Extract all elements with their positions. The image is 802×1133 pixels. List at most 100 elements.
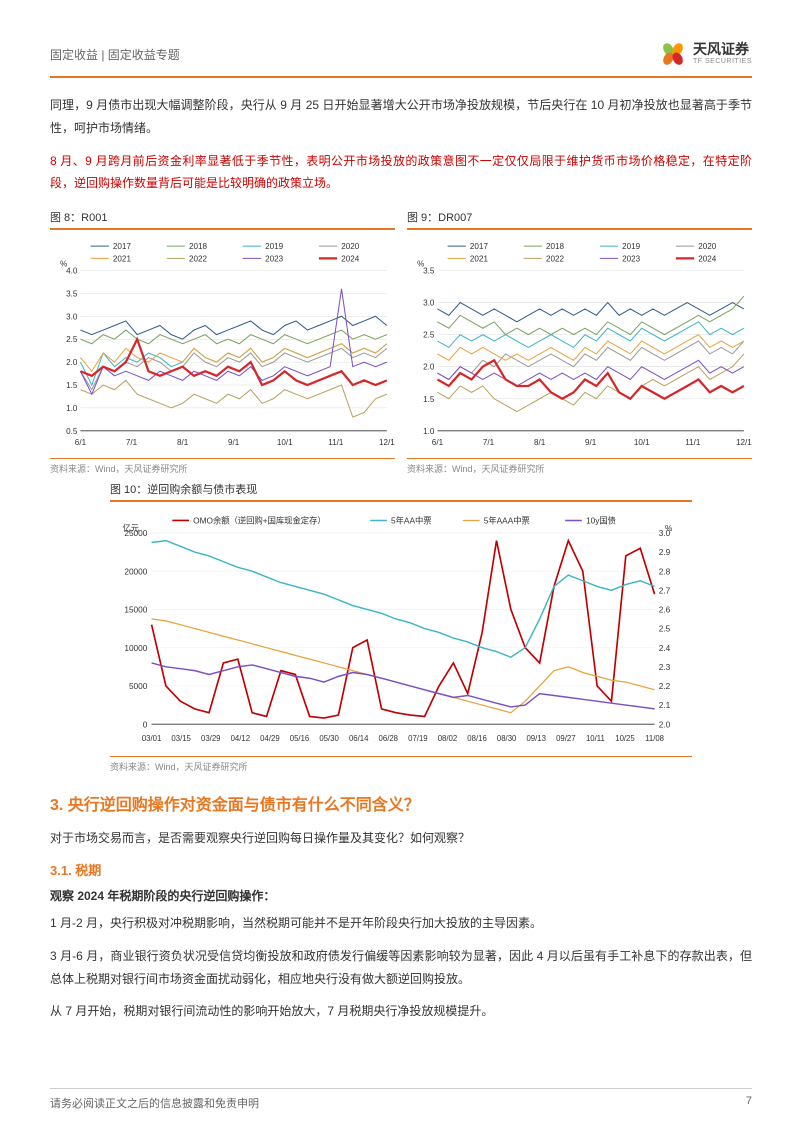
- svg-text:2.7: 2.7: [659, 586, 671, 596]
- svg-text:2.3: 2.3: [659, 662, 671, 672]
- svg-text:2021: 2021: [470, 255, 489, 264]
- svg-text:03/15: 03/15: [171, 734, 190, 743]
- svg-text:10/11: 10/11: [586, 734, 605, 743]
- svg-text:2018: 2018: [546, 242, 565, 251]
- svg-text:5000: 5000: [129, 681, 148, 691]
- svg-text:2.0: 2.0: [66, 358, 78, 367]
- svg-text:3.5: 3.5: [66, 290, 78, 299]
- chart-10-block: 图 10：逆回购余额与债市表现 OMO余额（逆回购+国库现金定存） 5年AA中票 5…: [50, 481, 752, 773]
- section-3-heading: 3. 央行逆回购操作对资金面与债市有什么不同含义？: [50, 791, 752, 815]
- chart-10-canvas: OMO余额（逆回购+国库现金定存）5年AA中票5年AAA中票10y国债亿元%05…: [110, 508, 692, 747]
- chart-10-title: 图 10：逆回购余额与债市表现: [110, 481, 692, 502]
- svg-text:2.9: 2.9: [659, 547, 671, 557]
- svg-text:2.0: 2.0: [423, 363, 435, 372]
- svg-text:07/19: 07/19: [408, 734, 427, 743]
- svg-text:08/30: 08/30: [497, 734, 517, 743]
- svg-text:2017: 2017: [113, 242, 132, 251]
- svg-text:7/1: 7/1: [126, 438, 138, 447]
- svg-text:2017: 2017: [470, 242, 489, 251]
- svg-text:08/02: 08/02: [438, 734, 457, 743]
- svg-text:2.0: 2.0: [659, 720, 671, 730]
- svg-text:2024: 2024: [698, 255, 717, 264]
- svg-text:2.5: 2.5: [423, 331, 435, 340]
- svg-text:2.2: 2.2: [659, 681, 671, 691]
- svg-text:2023: 2023: [622, 255, 641, 264]
- svg-text:10000: 10000: [124, 643, 147, 653]
- svg-text:2020: 2020: [341, 242, 360, 251]
- logo-cn: 天风证券: [693, 42, 752, 57]
- chart-9-source: 资料来源：Wind，天风证券研究所: [407, 458, 752, 475]
- logo-en: TF SECURITIES: [693, 58, 752, 66]
- section-3-1-bold: 观察 2024 年税期阶段的央行逆回购操作：: [50, 887, 752, 904]
- svg-text:2019: 2019: [622, 242, 641, 251]
- svg-text:2023: 2023: [265, 255, 284, 264]
- svg-text:2.6: 2.6: [659, 605, 671, 615]
- svg-text:2.4: 2.4: [659, 643, 671, 653]
- svg-text:4.0: 4.0: [66, 267, 78, 276]
- svg-text:1.5: 1.5: [66, 381, 78, 390]
- svg-text:05/16: 05/16: [290, 734, 309, 743]
- svg-text:12/1: 12/1: [379, 438, 395, 447]
- svg-text:20000: 20000: [124, 567, 147, 577]
- section-3-1-p1: 1 月-2 月，央行积极对冲税期影响，当然税期可能并不是开年阶段央行加大投放的主…: [50, 912, 752, 935]
- section-3-1-p3: 从 7 月开始，税期对银行间流动性的影响开始放大，7 月税期央行净投放规模提升。: [50, 1000, 752, 1023]
- svg-text:5年AAA中票: 5年AAA中票: [484, 516, 530, 526]
- svg-text:04/29: 04/29: [260, 734, 279, 743]
- svg-text:2.5: 2.5: [66, 335, 78, 344]
- chart-8-title: 图 8：R001: [50, 209, 395, 230]
- svg-text:2018: 2018: [189, 242, 208, 251]
- svg-text:04/12: 04/12: [231, 734, 250, 743]
- svg-text:10/1: 10/1: [634, 438, 650, 447]
- svg-text:10/1: 10/1: [277, 438, 293, 447]
- breadcrumb: 固定收益 | 固定收益专题: [50, 46, 180, 63]
- paragraph-2-highlight: 8 月、9 月跨月前后资金利率显著低于季节性，表明公开市场投放的政策意图不一定仅…: [50, 150, 752, 196]
- svg-text:10/25: 10/25: [615, 734, 634, 743]
- svg-text:12/1: 12/1: [736, 438, 752, 447]
- svg-text:2.5: 2.5: [659, 624, 671, 634]
- svg-text:09/27: 09/27: [556, 734, 575, 743]
- svg-text:2.8: 2.8: [659, 567, 671, 577]
- svg-text:11/1: 11/1: [685, 438, 701, 447]
- svg-text:2022: 2022: [189, 255, 208, 264]
- svg-text:05/30: 05/30: [319, 734, 339, 743]
- svg-text:8/1: 8/1: [534, 438, 546, 447]
- svg-text:0.5: 0.5: [66, 427, 78, 436]
- paragraph-1: 同理，9 月债市出现大幅调整阶段，央行从 9 月 25 日开始显著增大公开市场净…: [50, 94, 752, 140]
- svg-text:15000: 15000: [124, 605, 147, 615]
- svg-text:6/1: 6/1: [75, 438, 87, 447]
- logo-icon: [659, 40, 687, 68]
- svg-text:03/29: 03/29: [201, 734, 220, 743]
- svg-text:03/01: 03/01: [142, 734, 161, 743]
- svg-text:2.1: 2.1: [659, 700, 671, 710]
- svg-text:11/08: 11/08: [645, 734, 664, 743]
- svg-text:5年AA中票: 5年AA中票: [391, 516, 432, 526]
- svg-text:0: 0: [143, 720, 148, 730]
- svg-text:9/1: 9/1: [585, 438, 597, 447]
- section-3-intro: 对于市场交易而言，是否需要观察央行逆回购每日操作量及其变化？如何观察？: [50, 827, 752, 850]
- footer-page-number: 7: [746, 1095, 752, 1111]
- logo: 天风证券 TF SECURITIES: [659, 40, 752, 68]
- svg-text:7/1: 7/1: [483, 438, 495, 447]
- svg-text:3.0: 3.0: [66, 313, 78, 322]
- svg-text:3.5: 3.5: [423, 267, 435, 276]
- footer-disclaimer: 请务必阅读正文之后的信息披露和免责申明: [50, 1095, 259, 1111]
- svg-text:06/28: 06/28: [379, 734, 398, 743]
- page-footer: 请务必阅读正文之后的信息披露和免责申明 7: [50, 1088, 752, 1111]
- svg-text:25000: 25000: [124, 528, 147, 538]
- chart-10-source: 资料来源：Wind，天风证券研究所: [110, 756, 692, 773]
- svg-text:2019: 2019: [265, 242, 284, 251]
- svg-text:1.5: 1.5: [423, 395, 435, 404]
- charts-row-8-9: 图 8：R001 2017 2018 2019 2020 2021 2022 2023 202…: [50, 209, 752, 475]
- svg-text:3.0: 3.0: [659, 528, 671, 538]
- svg-text:8/1: 8/1: [177, 438, 189, 447]
- svg-text:09/13: 09/13: [526, 734, 545, 743]
- chart-9-block: 图 9：DR007 201720182019202020212022202320…: [407, 209, 752, 475]
- svg-text:OMO余额（逆回购+国库现金定存）: OMO余额（逆回购+国库现金定存）: [193, 516, 326, 526]
- svg-text:2021: 2021: [113, 255, 132, 264]
- svg-text:1.0: 1.0: [423, 427, 435, 436]
- svg-text:11/1: 11/1: [328, 438, 344, 447]
- chart-9-canvas: 20172018201920202021202220232024%1.01.52…: [407, 236, 752, 449]
- svg-text:2024: 2024: [341, 255, 360, 264]
- svg-text:10y国债: 10y国债: [586, 516, 616, 526]
- svg-text:2020: 2020: [698, 242, 717, 251]
